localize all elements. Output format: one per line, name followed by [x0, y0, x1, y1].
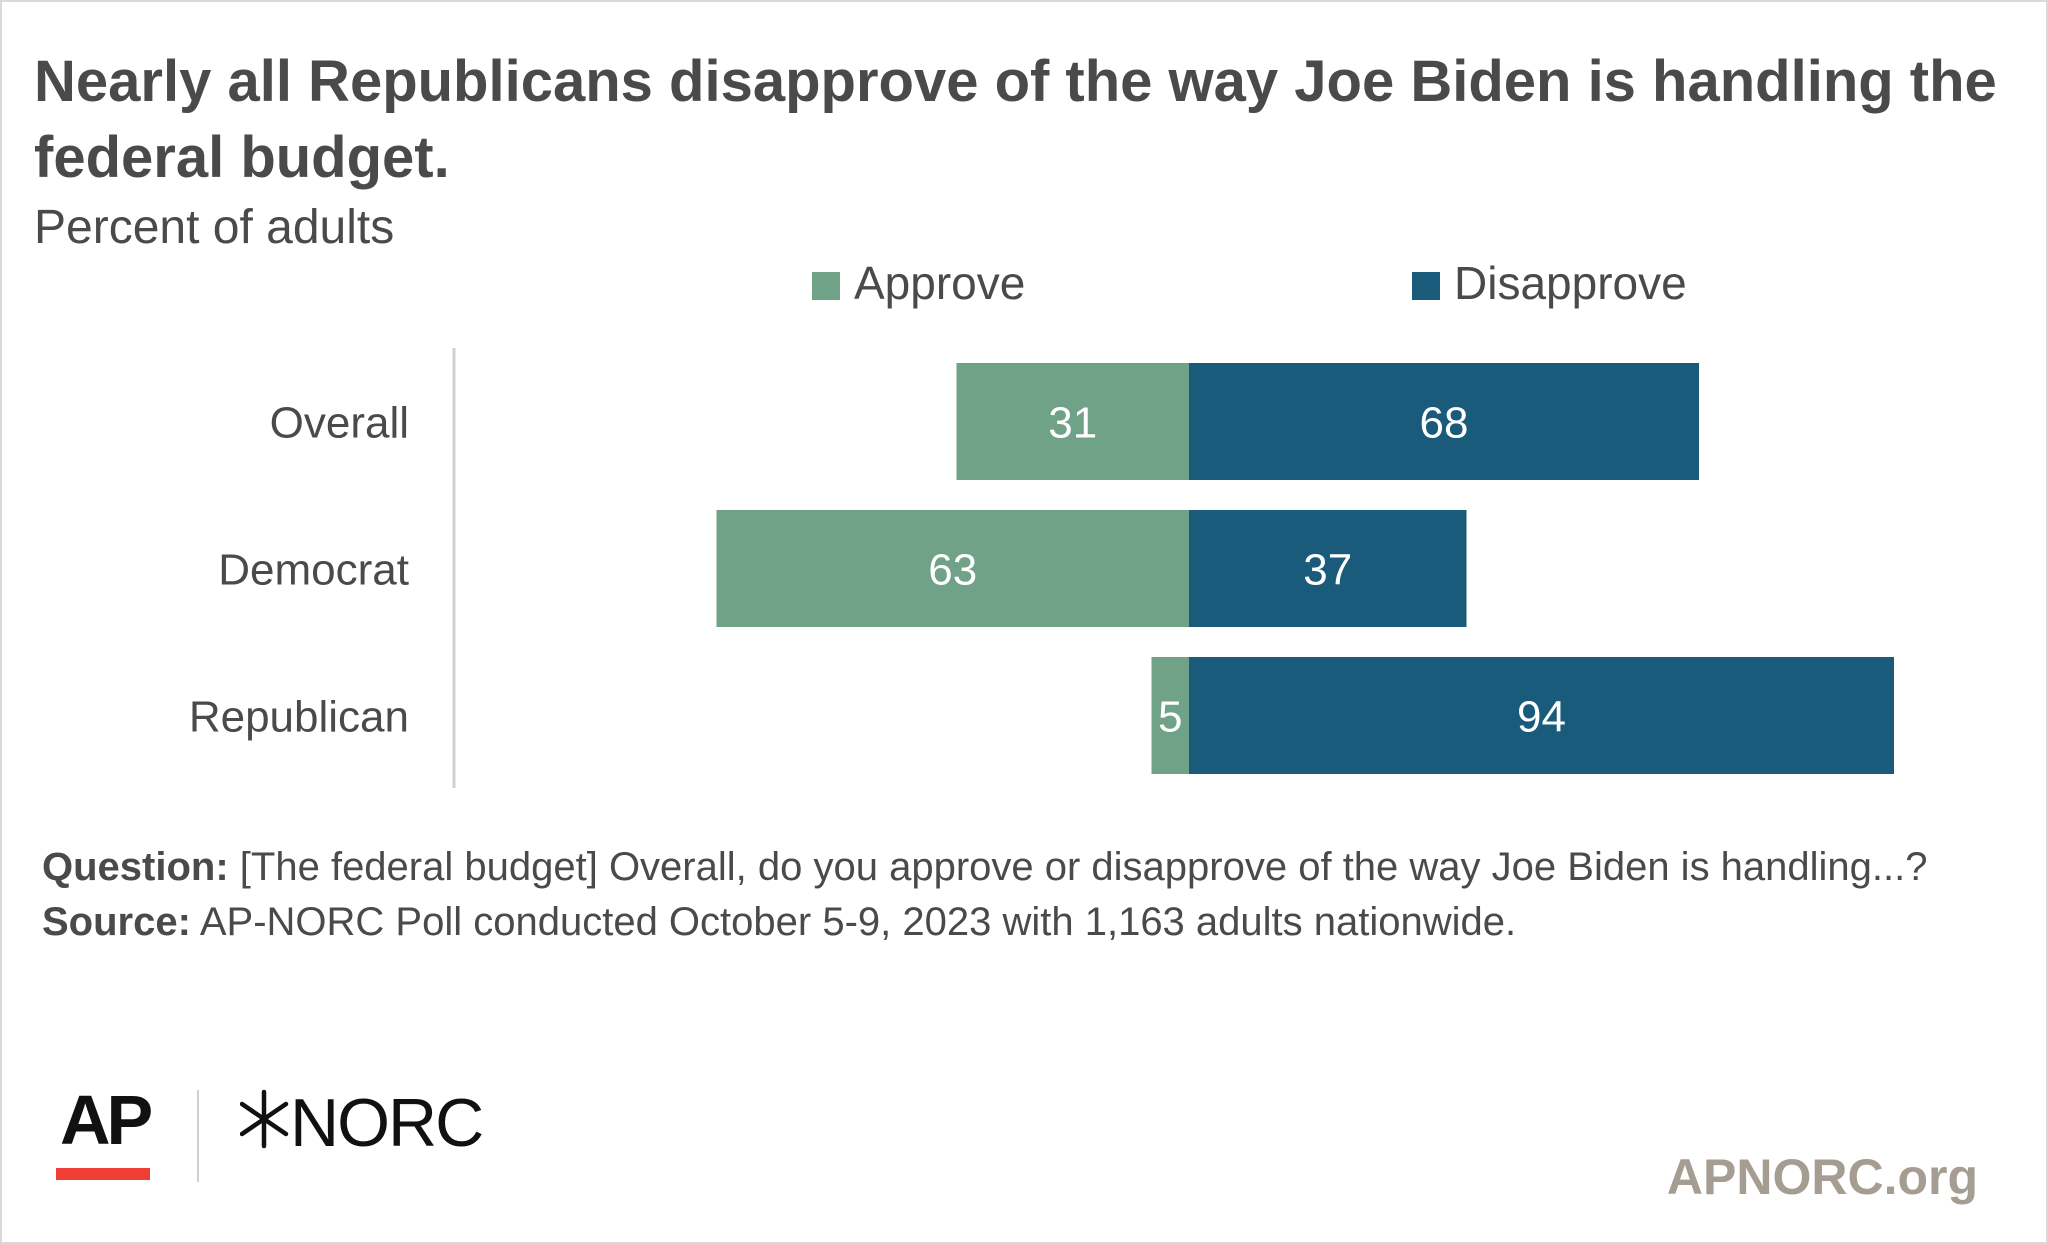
bar-value-labels: 31 68 63 37 5 94 — [928, 399, 1566, 742]
category-label-overall: Overall — [270, 399, 409, 448]
legend-item-approve: Approve — [812, 257, 1025, 309]
bar-disapprove-overall — [1189, 363, 1699, 480]
norc-star-icon — [240, 1089, 289, 1149]
value-label-disapprove-democrat: 37 — [1303, 546, 1352, 595]
bar-approve-overall — [956, 363, 1189, 480]
norc-logo-text: NORC — [290, 1085, 482, 1160]
source-note: Source: AP-NORC Poll conducted October 5… — [42, 895, 2002, 950]
footnote: Question: [The federal budget] Overall, … — [42, 840, 2002, 950]
bar-approve-republican — [1151, 657, 1189, 774]
logo-divider — [197, 1090, 199, 1182]
legend-swatch-approve — [812, 272, 840, 300]
value-label-approve-overall: 31 — [1048, 399, 1097, 448]
legend-item-disapprove: Disapprove — [1412, 257, 1687, 309]
category-label-republican: Republican — [189, 693, 409, 742]
norc-logo: NORC — [240, 1085, 484, 1160]
bars-group — [716, 363, 1894, 774]
chart-title: Nearly all Republicans disapprove of the… — [34, 49, 1997, 190]
value-label-disapprove-republican: 94 — [1517, 693, 1566, 742]
ap-logo: AP — [56, 1082, 156, 1180]
chart-area: Approve Disapprove Overall Democrat Republi… — [189, 257, 1894, 788]
value-label-approve-democrat: 63 — [928, 546, 977, 595]
ap-logo-text: AP — [60, 1082, 152, 1159]
value-label-disapprove-overall: 68 — [1420, 399, 1469, 448]
site-url: APNORC.org — [1666, 1149, 1978, 1205]
question-note: Question: [The federal budget] Overall, … — [42, 840, 2002, 895]
bar-disapprove-republican — [1189, 657, 1894, 774]
category-label-democrat: Democrat — [218, 546, 409, 595]
question-text: [The federal budget] Overall, do you app… — [239, 845, 1928, 889]
ap-logo-underline — [56, 1168, 150, 1180]
question-label: Question: — [42, 845, 229, 889]
bar-disapprove-democrat — [1189, 510, 1467, 627]
chart-legend: Approve Disapprove — [812, 257, 1687, 309]
legend-swatch-disapprove — [1412, 272, 1440, 300]
source-text: AP-NORC Poll conducted October 5-9, 2023… — [199, 900, 1517, 944]
legend-label-approve: Approve — [854, 257, 1025, 309]
category-labels: Overall Democrat Republican — [189, 399, 409, 742]
value-label-approve-republican: 5 — [1158, 693, 1182, 742]
source-label: Source: — [42, 900, 191, 944]
chart-subtitle: Percent of adults — [34, 201, 395, 254]
bar-approve-democrat — [716, 510, 1189, 627]
legend-label-disapprove: Disapprove — [1454, 257, 1687, 309]
